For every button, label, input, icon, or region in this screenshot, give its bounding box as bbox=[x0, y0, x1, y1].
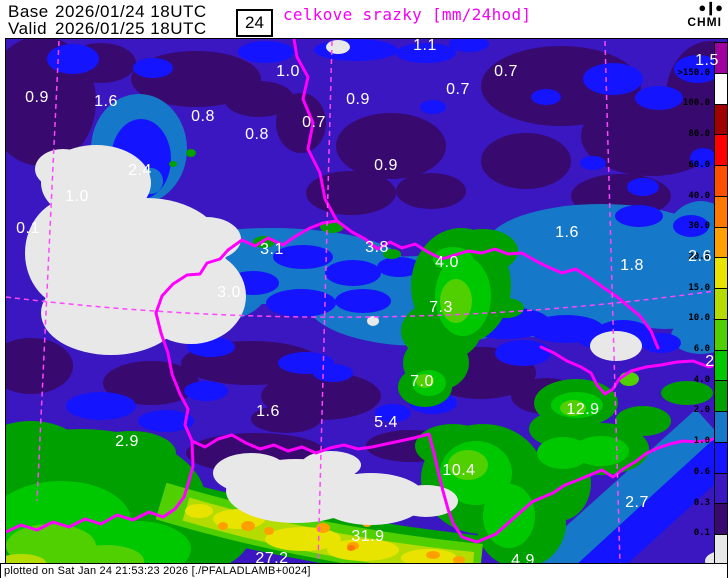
valid-value: 2026/01/25 18UTC bbox=[55, 19, 207, 38]
scale-segment bbox=[715, 73, 727, 105]
scale-segment bbox=[715, 473, 727, 505]
scale-segment bbox=[715, 166, 727, 197]
base-label: Base bbox=[8, 2, 49, 21]
base-value: 2026/01/24 18UTC bbox=[55, 2, 207, 21]
scale-segment bbox=[715, 43, 727, 74]
low-precip-patches bbox=[6, 39, 727, 473]
scale-segment bbox=[715, 319, 727, 351]
chmi-logo: ●❙● CHMI bbox=[672, 0, 723, 29]
forecast-step-box: 24 bbox=[236, 9, 273, 37]
plot-timestamp: plotted on Sat Jan 24 21:53:23 2026 [./P… bbox=[4, 565, 311, 577]
gridlines bbox=[6, 40, 727, 563]
chmi-logo-icon: ●❙● bbox=[698, 0, 723, 15]
scale-segment bbox=[715, 227, 727, 259]
scale-segment bbox=[715, 196, 727, 228]
scale-segment bbox=[715, 504, 727, 536]
high-precip-band bbox=[6, 497, 475, 563]
map-area: >150.0 100.0 80.0 60.0 40.0 30.0 20.0 15.0 10.0 6… bbox=[5, 38, 728, 564]
color-scale-bar bbox=[714, 42, 727, 563]
header: Base 2026/01/24 18UTC Valid 2026/01/25 18U… bbox=[0, 0, 728, 38]
precipitation-map-canvas bbox=[6, 39, 727, 563]
scale-segment bbox=[715, 381, 727, 413]
country-borders bbox=[6, 39, 727, 544]
chmi-logo-text: CHMI bbox=[687, 15, 722, 29]
scale-segment bbox=[715, 289, 727, 320]
scale-segment bbox=[715, 258, 727, 290]
scale-segment bbox=[715, 412, 727, 443]
valid-label: Valid bbox=[8, 19, 48, 38]
base-time-line: Base 2026/01/24 18UTC bbox=[8, 2, 207, 22]
valid-time-line: Valid 2026/01/25 18UTC bbox=[8, 19, 207, 39]
footer: plotted on Sat Jan 24 21:53:23 2026 [./P… bbox=[0, 563, 728, 578]
scale-segment bbox=[715, 104, 727, 136]
scale-segment bbox=[715, 350, 727, 382]
page-title: celkove srazky [mm/24hod] bbox=[283, 5, 532, 24]
dry-regions bbox=[25, 40, 727, 563]
scale-segment bbox=[715, 135, 727, 167]
scale-segment bbox=[715, 535, 727, 563]
scale-segment bbox=[715, 442, 727, 474]
